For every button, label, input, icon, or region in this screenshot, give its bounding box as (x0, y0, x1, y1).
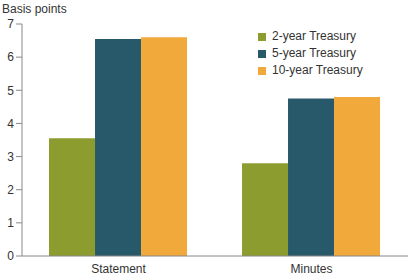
html-text:10-year Treasury: 10-year Treasury (272, 63, 363, 77)
svg-text:3: 3 (8, 150, 14, 164)
svg-text:Minutes: Minutes (290, 262, 332, 276)
svg-text:2: 2 (8, 183, 14, 197)
html-text:5-year Treasury: 5-year Treasury (272, 46, 356, 60)
svg-text:4: 4 (8, 117, 14, 131)
svg-text:0: 0 (8, 249, 14, 263)
svg-text:7: 7 (8, 17, 14, 31)
svg-text:Statement: Statement (91, 262, 146, 276)
html-text:Basis points: Basis points (2, 2, 67, 16)
svg-text:5: 5 (8, 84, 14, 98)
svg-text:1: 1 (8, 216, 14, 230)
svg-text:6: 6 (8, 50, 14, 64)
html-text:2-year Treasury: 2-year Treasury (272, 29, 356, 43)
